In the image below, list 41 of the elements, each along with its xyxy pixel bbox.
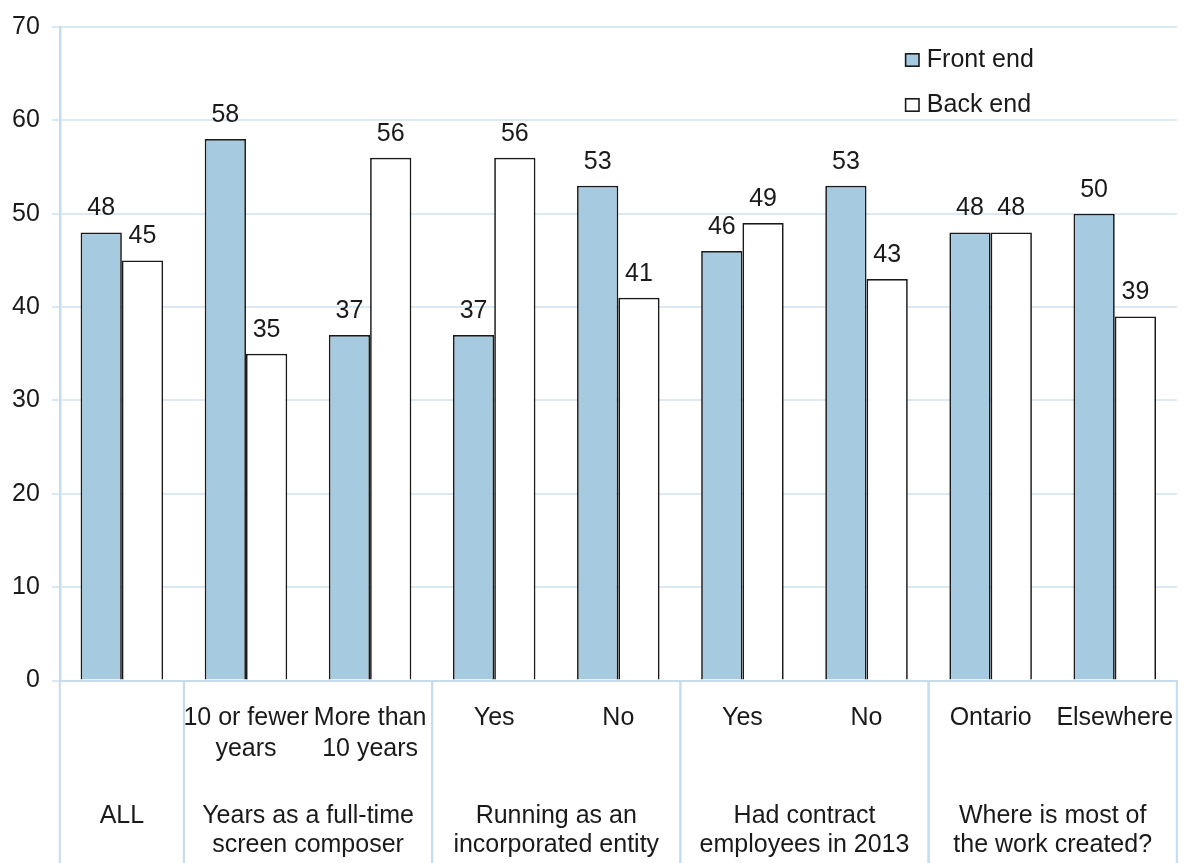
text: Years as a full-time screen composer bbox=[202, 800, 414, 858]
y-tick-label: 20 bbox=[12, 477, 40, 506]
y-tick-label: 30 bbox=[12, 384, 40, 413]
data-label: 43 bbox=[873, 238, 902, 267]
data-label: 45 bbox=[128, 220, 157, 249]
x-tick-label: Elsewhere bbox=[1056, 702, 1174, 731]
legend-label: Back end bbox=[926, 88, 1032, 117]
x-tick-label: No bbox=[602, 702, 635, 731]
x-tick-label: Yes bbox=[722, 702, 763, 731]
y-tick-label: 60 bbox=[12, 104, 40, 133]
x-tick-label: Yes bbox=[473, 702, 515, 731]
text: Where is most of the work created? bbox=[953, 800, 1153, 858]
text: Had contract employees in 2013 bbox=[699, 800, 910, 858]
data-label: 39 bbox=[1121, 276, 1150, 305]
y-tick-label: 50 bbox=[12, 197, 40, 226]
data-label: 50 bbox=[1080, 173, 1109, 202]
data-label: 37 bbox=[335, 294, 364, 323]
x-tick-label: No bbox=[850, 702, 883, 731]
y-tick-label: 0 bbox=[25, 664, 40, 693]
data-label: 53 bbox=[831, 145, 860, 174]
text: ALL bbox=[99, 800, 145, 829]
data-label: 56 bbox=[500, 117, 529, 146]
data-label: 58 bbox=[211, 98, 240, 127]
text: Running as an incorporated entity bbox=[453, 800, 660, 858]
y-tick-label: 40 bbox=[12, 290, 40, 319]
data-label: 48 bbox=[997, 192, 1026, 221]
data-label: 49 bbox=[749, 182, 777, 211]
data-label: 48 bbox=[956, 192, 984, 221]
data-label: 53 bbox=[583, 145, 612, 174]
x-tick-label: Ontario bbox=[949, 702, 1032, 731]
data-label: 56 bbox=[376, 117, 405, 146]
data-label: 37 bbox=[459, 294, 488, 323]
data-label: 35 bbox=[252, 313, 281, 342]
data-label: 41 bbox=[625, 257, 653, 286]
x-tick-label: More than 10 years bbox=[313, 702, 427, 762]
x-tick-label: 10 or fewer years bbox=[183, 702, 309, 762]
data-label: 46 bbox=[707, 210, 736, 239]
y-tick-label: 10 bbox=[12, 571, 40, 600]
data-label: 48 bbox=[87, 192, 116, 221]
legend-label: Front end bbox=[926, 43, 1034, 72]
y-tick-label: 70 bbox=[12, 10, 40, 39]
